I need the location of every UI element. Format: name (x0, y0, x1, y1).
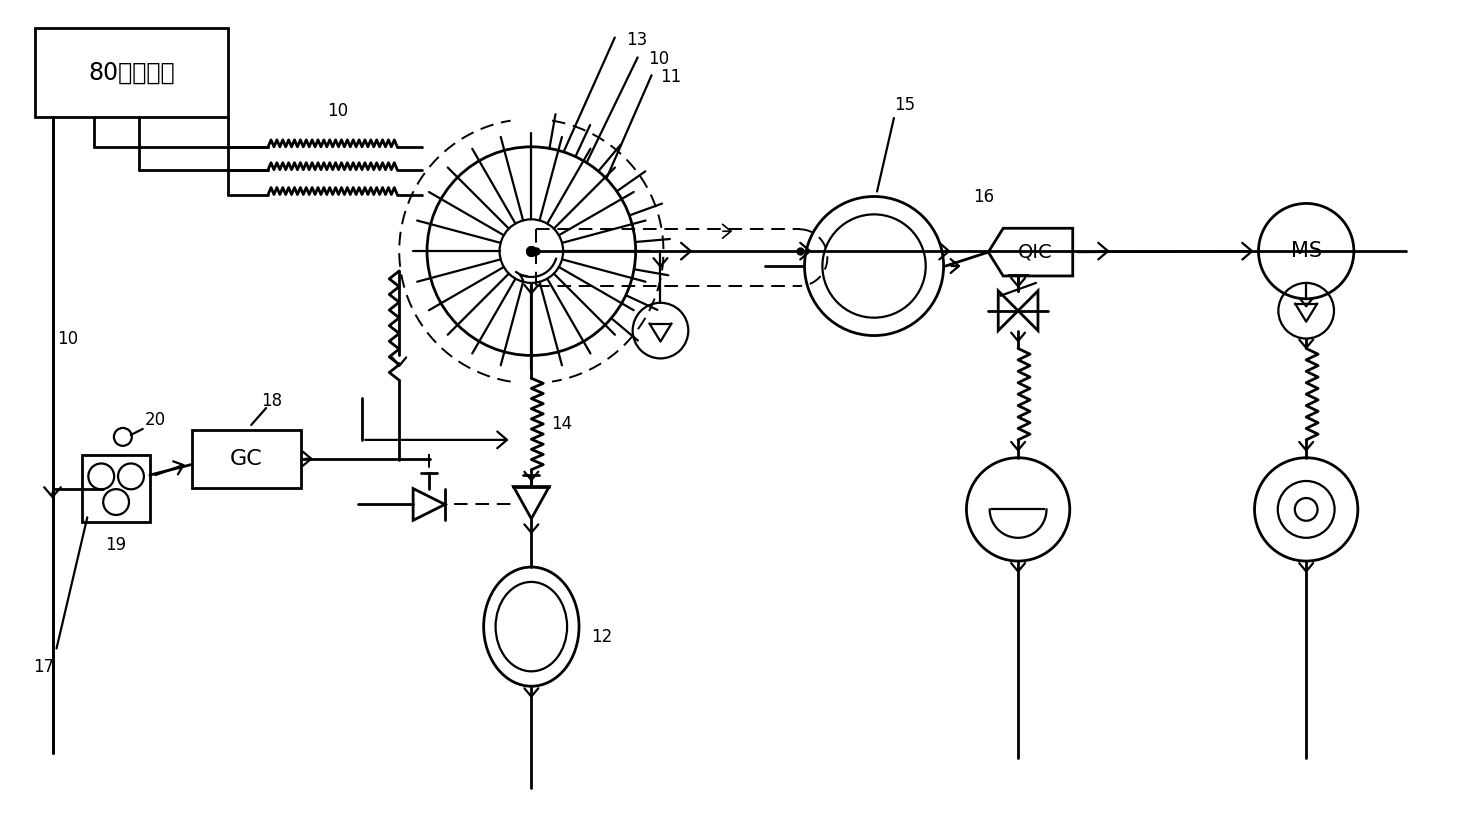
Text: 10: 10 (57, 330, 79, 349)
Bar (192, 430, 301, 487)
Ellipse shape (496, 582, 567, 671)
Polygon shape (988, 228, 1073, 276)
Bar (82, 454, 150, 522)
Polygon shape (513, 486, 550, 519)
Text: 18: 18 (261, 392, 283, 410)
Polygon shape (413, 489, 444, 520)
Polygon shape (998, 291, 1017, 331)
Text: 10: 10 (327, 102, 349, 120)
Text: 10: 10 (648, 50, 670, 69)
Text: 14: 14 (551, 415, 572, 433)
Text: 13: 13 (626, 30, 647, 49)
Text: 80路反应器: 80路反应器 (88, 60, 174, 84)
Text: 20: 20 (145, 411, 166, 429)
Circle shape (500, 219, 563, 283)
Polygon shape (1017, 291, 1038, 331)
Bar (35, 28, 229, 117)
Ellipse shape (484, 567, 579, 686)
Text: 11: 11 (661, 68, 682, 87)
Ellipse shape (966, 458, 1070, 561)
Text: 15: 15 (894, 96, 915, 114)
Text: 12: 12 (591, 627, 613, 646)
Text: QIC: QIC (1019, 243, 1053, 261)
Text: MS: MS (1290, 241, 1322, 261)
Ellipse shape (1255, 458, 1358, 561)
Text: GC: GC (230, 449, 262, 469)
Text: 17: 17 (32, 659, 54, 676)
Text: 19: 19 (106, 536, 126, 554)
Text: 16: 16 (973, 188, 994, 207)
